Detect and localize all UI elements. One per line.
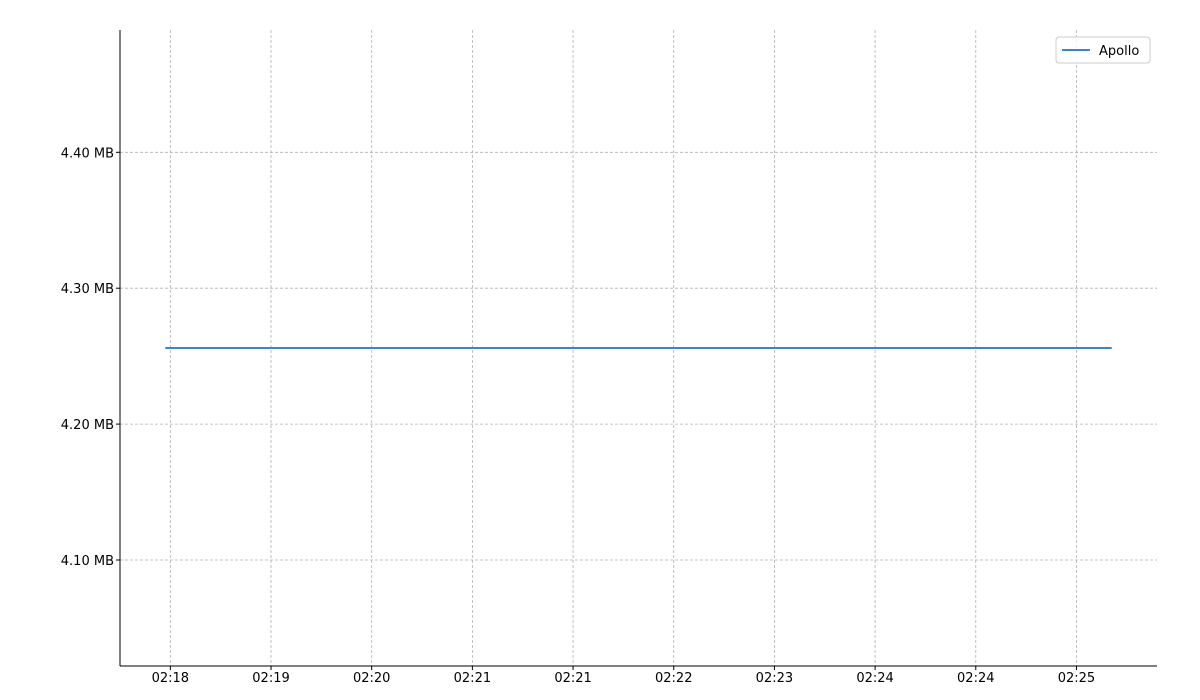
x-tick-label: 02:20 — [353, 671, 390, 686]
tick-labels: 02:18 02:19 02:20 02:21 02:21 02:22 02:23 02:24… — [61, 146, 1095, 686]
x-tick-label: 02:24 — [856, 671, 893, 686]
axes — [116, 30, 1157, 670]
x-tick-label: 02:22 — [655, 671, 692, 686]
x-tick-label: 02:23 — [756, 671, 793, 686]
x-tick-label: 02:21 — [454, 671, 491, 686]
x-tick-label: 02:18 — [152, 671, 189, 686]
x-tick-label: 02:19 — [252, 671, 289, 686]
y-tick-label: 4.20 MB — [61, 418, 114, 433]
y-tick-label: 4.40 MB — [61, 146, 114, 161]
y-tick-label: 4.10 MB — [61, 554, 114, 569]
y-tick-label: 4.30 MB — [61, 282, 114, 297]
grid — [120, 30, 1157, 666]
x-tick-label: 02:21 — [554, 671, 591, 686]
legend: Apollo — [1055, 36, 1151, 64]
x-tick-label: 02:25 — [1058, 671, 1095, 686]
legend-box — [1055, 36, 1151, 64]
legend-label: Apollo — [1099, 44, 1139, 59]
x-tick-label: 02:24 — [957, 671, 994, 686]
